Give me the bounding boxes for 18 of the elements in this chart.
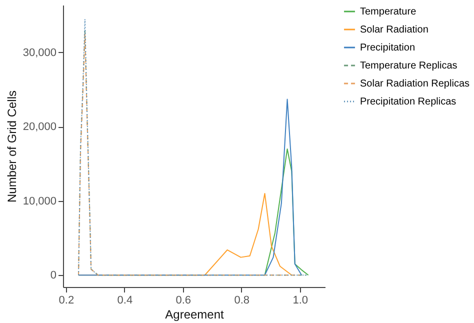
legend-label: Precipitation Replicas bbox=[360, 96, 456, 108]
y-tick-label: 0 bbox=[50, 270, 56, 282]
y-tick-label: 30,000 bbox=[22, 46, 56, 59]
line-series bbox=[78, 98, 302, 276]
legend-label: Temperature Replicas bbox=[360, 60, 458, 72]
y-axis-title: Number of Grid Cells bbox=[4, 90, 19, 203]
y-tick-label: 20,000 bbox=[22, 121, 56, 134]
x-tick-label: 0.4 bbox=[117, 294, 133, 306]
y-tick-label: 10,000 bbox=[22, 195, 56, 208]
legend-label: Solar Radiation Replicas bbox=[360, 78, 470, 90]
x-tick-label: 0.6 bbox=[176, 294, 192, 306]
legend-label: Temperature bbox=[360, 6, 417, 18]
x-tick-label: 0.8 bbox=[234, 294, 250, 306]
x-axis-title: Agreement bbox=[165, 308, 225, 322]
legend-label: Solar Radiation bbox=[360, 24, 428, 36]
x-tick-label: 1.0 bbox=[292, 294, 308, 306]
x-tick-label: 0.2 bbox=[58, 294, 74, 306]
legend-label: Precipitation bbox=[360, 42, 416, 54]
